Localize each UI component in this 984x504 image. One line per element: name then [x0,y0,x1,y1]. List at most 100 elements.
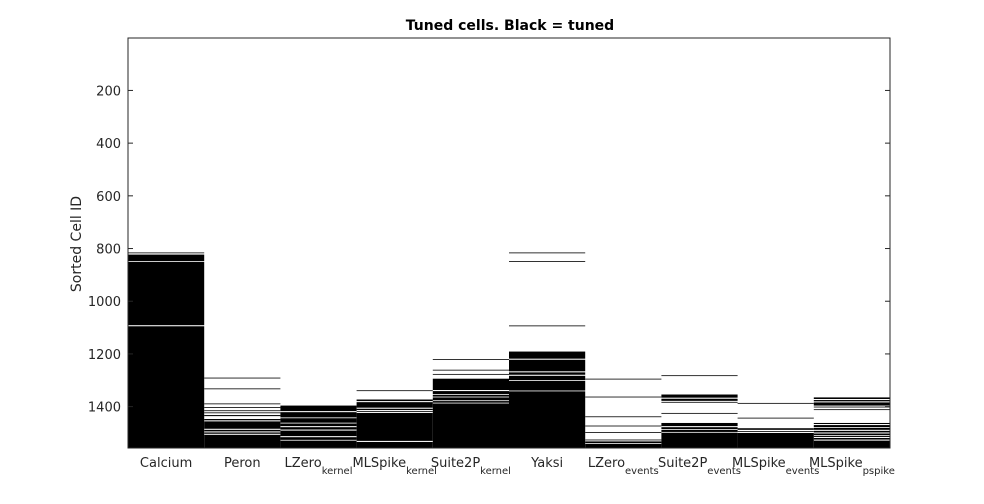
tuned-band [509,261,586,262]
tuned-band [737,432,814,448]
tuned-band [280,427,357,430]
tuned-band [356,412,433,441]
tuned-band [509,351,586,359]
tuned-band [432,359,509,361]
tuned-band [128,254,205,262]
tuned-band [509,375,586,381]
tuned-band [204,410,281,412]
tuned-band [813,425,890,428]
tuned-band [432,403,509,448]
tuned-band [509,359,586,372]
y-tick-label: 1400 [88,401,121,416]
x-tick-label: Calcium [140,456,192,471]
tuned-band [585,378,662,380]
tuned-band [280,405,357,412]
tuned-band [509,372,586,375]
tuned-band [509,325,586,327]
tuned-band [509,380,586,391]
tuned-band [585,443,662,448]
x-tick-label: Peron [224,456,261,471]
tuned-band [585,416,662,418]
tuned-band [813,402,890,406]
y-tick-label: 800 [96,243,121,258]
tuned-band [432,369,509,371]
tuned-band [128,326,205,448]
y-axis-label: Sorted Cell ID [69,196,85,292]
tuned-band [813,397,890,399]
tuned-band [661,375,738,377]
tuned-band [737,431,814,432]
tuned-band [813,440,890,448]
tuned-band [204,407,281,408]
y-tick-label: 1200 [88,348,121,363]
x-tick-label: Suite2Pkernel [431,456,511,477]
axes-frame [127,37,891,449]
tuned-band [356,411,433,412]
tuned-band [204,432,281,434]
tuned-band [204,421,281,429]
tuned-band [813,422,890,425]
tuned-band [813,433,890,436]
x-tick-label: LZerokernel [285,456,353,477]
tuned-band [280,412,357,418]
x-tick-label: LZeroevents [588,456,659,477]
tuned-band [813,409,890,411]
tuned-band [661,429,738,432]
y-tick-label: 400 [96,137,121,152]
tuned-band [204,403,281,405]
tuned-band [280,423,357,427]
tuned-band [661,398,738,401]
tuned-band [509,252,586,254]
y-tick-label: 1000 [88,295,121,310]
tuned-band [356,399,433,402]
tuned-band [128,252,205,254]
tuned-band [432,401,509,403]
tuned-band [585,425,662,427]
tuned-band [204,415,281,417]
tuned-band [661,432,738,448]
tuned-band [813,400,890,402]
tuned-band [280,430,357,437]
tuned-band [813,437,890,440]
tuned-band [661,427,738,430]
tuned-band [585,432,662,433]
x-tick-label: MLSpikepspike [809,456,895,477]
chart-title: Tuned cells. Black = tuned [406,18,614,34]
tuned-band [585,396,662,398]
tuned-band [204,412,281,414]
tuned-band [356,408,433,411]
x-tick-label: MLSpikeevents [732,456,819,477]
tuned-band [737,417,814,419]
tuned-band [585,439,662,441]
tuned-band [432,391,509,394]
tuned-band [432,397,509,401]
x-tick-label: MLSpikekernel [352,456,436,477]
tuned-band [280,440,357,448]
tuned-band [356,441,433,448]
tuned-band [432,373,509,375]
tuned-band [813,435,890,437]
tuned-band [737,402,814,404]
x-tick-label: Suite2Pevents [658,456,741,477]
y-tick-label: 200 [96,84,121,99]
tuned-band [585,441,662,443]
tuned-band [204,419,281,421]
tuned-band [204,388,281,390]
tuned-band [356,390,433,392]
tuned-band [661,412,738,414]
tuned-band [661,422,738,427]
tuned-band [280,418,357,423]
tuned-band [661,394,738,398]
tuned-band [432,378,509,391]
tuned-band [661,401,738,403]
tuned-band [204,429,281,432]
tuned-band [432,394,509,397]
tuned-band [128,261,205,326]
tuned-band [737,428,814,430]
tuned-band [813,406,890,408]
y-tick-label: 600 [96,190,121,205]
tuned-band [204,377,281,379]
plot-area: 200 400 600 800 1000 1200 1400 Calcium Peron LZer… [88,37,895,477]
tuned-band [356,402,433,408]
